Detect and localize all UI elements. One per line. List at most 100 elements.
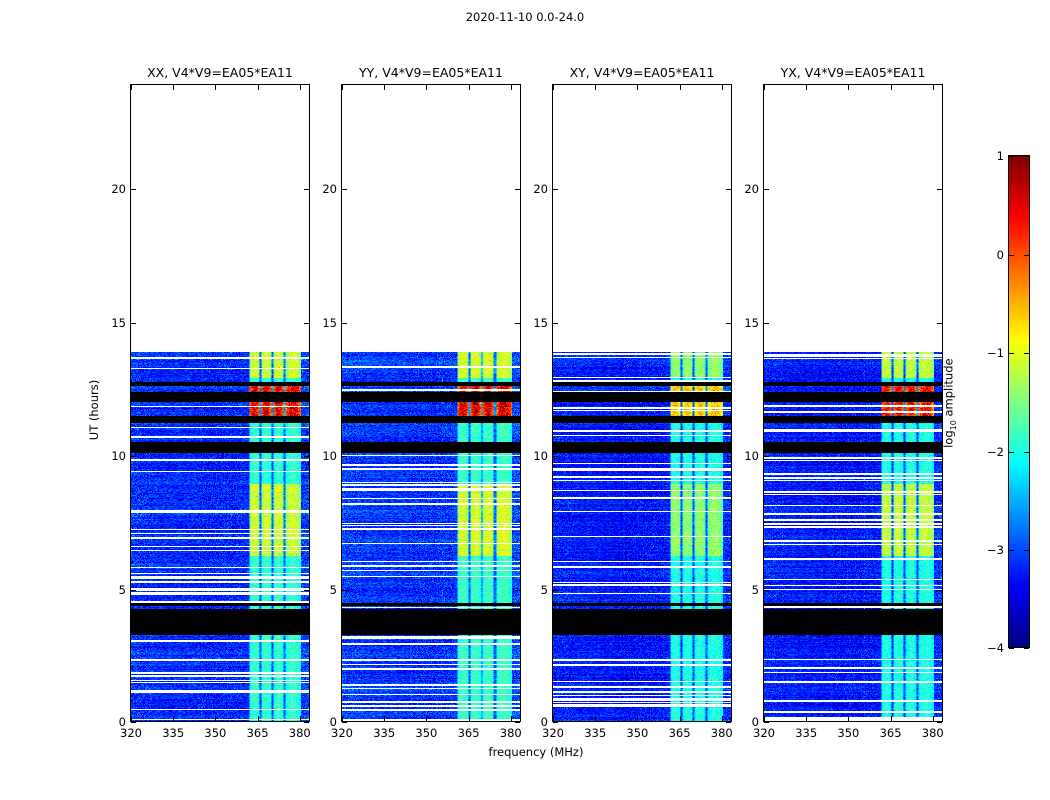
colorbar-tick — [1009, 353, 1014, 355]
figure-suptitle: 2020-11-10 0.0-24.0 — [465, 10, 585, 24]
x-tick — [679, 716, 681, 721]
x-tick — [215, 716, 217, 721]
y-tick-label: 15 — [111, 315, 126, 330]
colorbar-tick-label: −2 — [987, 444, 1004, 459]
y-tick — [937, 589, 942, 591]
colorbar-tick-label: −3 — [987, 543, 1004, 558]
y-tick — [726, 322, 731, 324]
y-tick — [726, 722, 731, 723]
y-tick — [342, 722, 347, 723]
x-tick — [932, 716, 934, 721]
x-tick-label: 365 — [668, 726, 691, 740]
x-tick-label: 380 — [288, 726, 311, 740]
x-tick — [426, 85, 428, 90]
y-tick — [764, 456, 769, 458]
x-tick-label: 320 — [120, 726, 142, 740]
x-tick-label: 380 — [499, 726, 522, 740]
colorbar-tick — [1024, 156, 1029, 157]
subplot-title-yx: YX, V4*V9=EA05*EA11 — [780, 65, 926, 80]
spectrogram-yx — [764, 352, 942, 721]
x-tick — [384, 716, 386, 721]
y-tick — [553, 722, 558, 723]
colorbar-label: log10 amplitude — [942, 358, 958, 448]
y-tick — [342, 589, 347, 591]
y-tick-label: 5 — [540, 582, 548, 597]
colorbar-tick — [1009, 254, 1014, 256]
colorbar-tick-label: −4 — [987, 641, 1004, 655]
y-tick — [304, 722, 309, 723]
x-tick — [890, 85, 892, 90]
y-tick — [342, 322, 347, 324]
x-tick-label: 320 — [753, 726, 775, 740]
x-tick-label: 365 — [246, 726, 269, 740]
subplot-yx[interactable]: YX, V4*V9=EA05*EA11 0 5 10 15 20 320 335 350 365… — [744, 65, 943, 740]
x-tick — [257, 716, 259, 721]
x-tick — [932, 85, 934, 90]
y-tick-label: 15 — [533, 315, 548, 330]
x-tick-label: 350 — [415, 726, 438, 740]
colorbar[interactable]: −4 −3 −2 −1 0 1 — [987, 149, 1030, 655]
y-tick — [515, 322, 520, 324]
colorbar-tick — [1024, 451, 1029, 453]
x-tick — [848, 85, 850, 90]
x-tick — [468, 716, 470, 721]
x-tick-label: 350 — [837, 726, 860, 740]
subplot-xx[interactable]: XX, V4*V9=EA05*EA11 0 5 10 15 20 320 335 350 365… — [111, 65, 310, 740]
subplot-xy[interactable]: XY, V4*V9=EA05*EA11 0 5 10 15 20 320 335 350 365… — [533, 65, 732, 740]
x-tick — [131, 85, 132, 90]
y-tick — [937, 456, 942, 458]
x-tick — [342, 85, 343, 90]
y-tick — [726, 589, 731, 591]
x-tick-label: 365 — [879, 726, 902, 740]
colorbar-tick — [1009, 451, 1014, 453]
colorbar-tick-label: −1 — [987, 346, 1004, 361]
y-tick — [131, 322, 136, 324]
x-tick — [679, 85, 681, 90]
y-tick-label: 10 — [322, 449, 337, 464]
x-tick-label: 335 — [584, 726, 607, 740]
x-tick — [342, 716, 343, 721]
x-tick — [637, 716, 639, 721]
subplot-yy[interactable]: YY, V4*V9=EA05*EA11 0 5 10 15 20 320 335 350 365… — [322, 65, 521, 740]
y-tick-label: 20 — [322, 182, 337, 197]
spectrogram-yy — [342, 352, 520, 721]
x-tick — [131, 716, 132, 721]
x-tick — [384, 85, 386, 90]
x-tick-label: 365 — [457, 726, 480, 740]
y-tick — [304, 456, 309, 458]
y-tick-label: 0 — [540, 715, 548, 729]
plot-area-yy — [342, 85, 520, 721]
colorbar-tick — [1009, 156, 1014, 157]
x-tick — [299, 716, 301, 721]
colorbar-tick — [1009, 550, 1014, 552]
colorbar-label-subscript: 10 — [948, 420, 958, 431]
y-tick-label: 0 — [329, 715, 337, 729]
colorbar-tick — [1024, 254, 1029, 256]
y-tick — [515, 722, 520, 723]
x-tick — [426, 716, 428, 721]
y-tick — [515, 589, 520, 591]
colorbar-label-text: log — [941, 430, 956, 448]
plot-area-xy — [553, 85, 731, 721]
x-tick-label: 320 — [542, 726, 564, 740]
y-tick — [553, 322, 558, 324]
y-tick — [131, 722, 136, 723]
colorbar-tick — [1009, 648, 1014, 649]
y-tick — [726, 189, 731, 191]
y-tick — [304, 322, 309, 324]
x-tick — [806, 716, 808, 721]
y-tick-label: 10 — [744, 449, 759, 464]
colorbar-label-tail: amplitude — [941, 358, 956, 421]
y-tick-label: 20 — [533, 182, 548, 197]
y-tick — [342, 189, 347, 191]
x-tick — [215, 85, 217, 90]
y-tick-label: 10 — [533, 449, 548, 464]
colorbar-tick — [1024, 550, 1029, 552]
spectrogram-xx — [131, 352, 309, 721]
y-tick-label: 0 — [118, 715, 126, 729]
spectrogram-xy — [553, 352, 731, 721]
colorbar-tick-label: 0 — [996, 247, 1004, 262]
y-tick-label: 0 — [751, 715, 759, 729]
y-tick — [131, 456, 136, 458]
